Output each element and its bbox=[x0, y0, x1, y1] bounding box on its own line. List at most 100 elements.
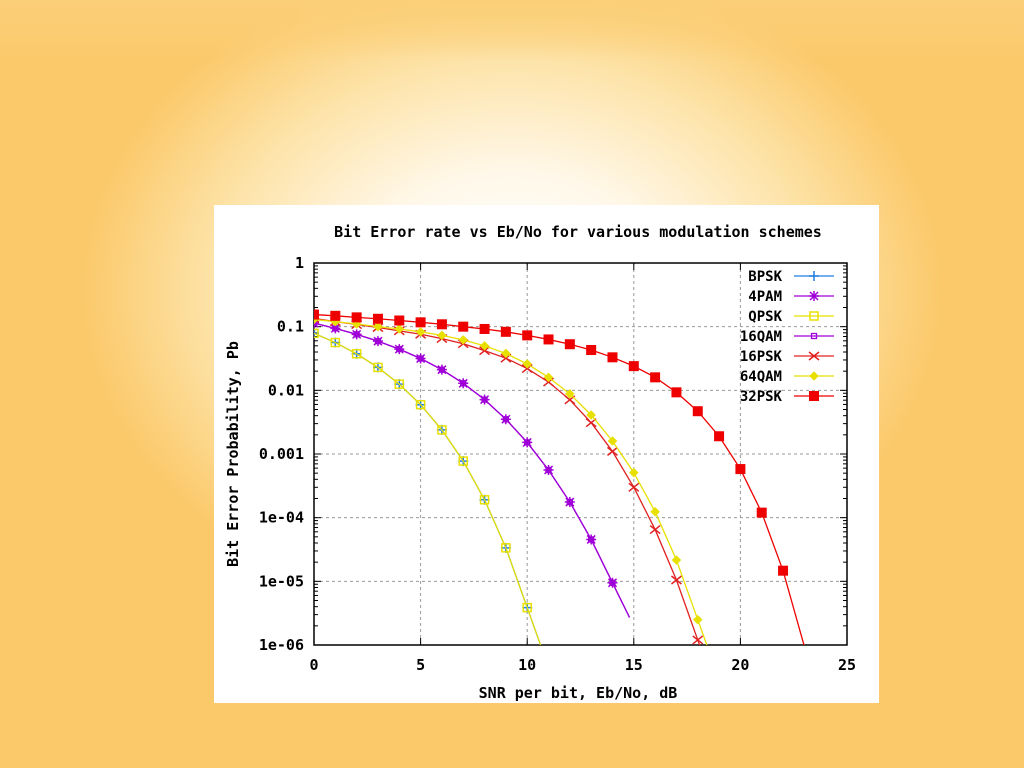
data-point bbox=[314, 309, 319, 320]
data-point bbox=[415, 399, 426, 410]
data-point bbox=[671, 555, 682, 565]
legend-label-qpsk: QPSK bbox=[748, 309, 782, 325]
legend: BPSK 4PAM QPSK 16QAM 16PSK 64QAM 32PSK bbox=[740, 269, 834, 405]
legend-marker bbox=[809, 311, 819, 321]
x-tick-label: 10 bbox=[518, 656, 536, 674]
series-line bbox=[314, 332, 542, 645]
series-line bbox=[314, 322, 631, 618]
data-point bbox=[628, 361, 639, 372]
data-point bbox=[650, 506, 660, 517]
data-point bbox=[458, 456, 468, 466]
data-point bbox=[458, 321, 469, 332]
background-top-band bbox=[0, 0, 1024, 60]
series-line bbox=[314, 317, 701, 645]
data-point bbox=[373, 321, 383, 332]
series-64qam bbox=[314, 314, 708, 645]
data-point bbox=[374, 338, 382, 345]
data-point bbox=[545, 466, 552, 474]
data-point bbox=[564, 389, 575, 399]
data-point bbox=[417, 355, 424, 362]
ber-chart: Bit Error rate vs Eb/No for various modu… bbox=[224, 223, 856, 702]
data-point bbox=[778, 565, 789, 576]
data-point bbox=[437, 330, 447, 341]
data-point bbox=[394, 379, 405, 389]
x-axis-label: SNR per bit, Eb/No, dB bbox=[479, 684, 678, 702]
data-point bbox=[351, 349, 362, 359]
data-point bbox=[588, 536, 595, 543]
x-tick-label: 25 bbox=[838, 656, 856, 674]
data-point bbox=[438, 366, 446, 373]
data-point bbox=[436, 319, 447, 330]
series-line bbox=[314, 332, 542, 645]
data-point bbox=[607, 446, 618, 456]
data-point bbox=[756, 507, 767, 518]
legend-label-16qam: 16QAM bbox=[740, 329, 782, 345]
data-point bbox=[543, 372, 554, 383]
data-point bbox=[314, 328, 319, 339]
x-tick-label: 15 bbox=[625, 656, 643, 674]
data-point bbox=[650, 372, 661, 383]
y-tick-label: 0.1 bbox=[277, 318, 304, 336]
data-point bbox=[628, 467, 639, 478]
series-bpsk bbox=[314, 328, 542, 645]
data-point bbox=[670, 575, 682, 585]
data-point bbox=[692, 614, 703, 625]
data-point bbox=[415, 326, 426, 337]
data-point bbox=[607, 352, 618, 363]
data-point bbox=[353, 331, 360, 338]
data-point bbox=[628, 482, 640, 492]
series-layer bbox=[314, 309, 805, 645]
data-point bbox=[330, 337, 341, 348]
data-point bbox=[714, 431, 725, 442]
data-point bbox=[372, 313, 383, 324]
x-tick-label: 20 bbox=[731, 656, 749, 674]
y-axis-label: Bit Error Probability, Pb bbox=[224, 341, 242, 567]
data-point bbox=[481, 396, 488, 403]
data-point bbox=[522, 330, 533, 341]
data-point bbox=[314, 319, 318, 327]
data-point bbox=[396, 345, 403, 353]
data-point bbox=[649, 524, 661, 535]
data-point bbox=[373, 362, 383, 373]
x-tick-label: 0 bbox=[309, 656, 318, 674]
data-point bbox=[609, 579, 616, 586]
chart-title: Bit Error rate vs Eb/No for various modu… bbox=[334, 223, 822, 241]
legend-label-16psk: 16PSK bbox=[740, 349, 783, 365]
data-point bbox=[522, 359, 533, 369]
data-point bbox=[479, 340, 490, 351]
data-point bbox=[692, 635, 704, 645]
y-tick-label: 1e-04 bbox=[259, 509, 304, 527]
data-point bbox=[501, 348, 511, 359]
legend-label-64qam: 64QAM bbox=[740, 369, 782, 385]
grid bbox=[314, 263, 847, 645]
x-tick-label: 5 bbox=[416, 656, 425, 674]
legend-marker bbox=[809, 271, 819, 281]
data-point bbox=[437, 425, 447, 435]
legend-marker bbox=[809, 291, 819, 301]
legend-label-32psk: 32PSK bbox=[740, 389, 783, 405]
tick-marks bbox=[313, 262, 848, 646]
data-point bbox=[522, 602, 532, 613]
data-point bbox=[394, 324, 405, 334]
data-point bbox=[671, 387, 682, 398]
data-point bbox=[502, 416, 510, 423]
legend-marker bbox=[809, 391, 819, 401]
y-tick-label: 1e-05 bbox=[259, 572, 304, 590]
series-line bbox=[314, 322, 631, 618]
data-point bbox=[458, 335, 469, 345]
data-point bbox=[564, 339, 575, 350]
legend-marker bbox=[808, 351, 820, 361]
data-point bbox=[586, 410, 597, 420]
y-tick-label: 1 bbox=[295, 254, 304, 272]
series-32psk bbox=[314, 309, 805, 645]
data-point bbox=[500, 326, 511, 337]
data-point bbox=[524, 439, 531, 446]
y-tick-label: 1e-06 bbox=[259, 636, 304, 654]
series-16psk bbox=[314, 313, 704, 645]
legend-label-bpsk: BPSK bbox=[748, 269, 782, 285]
y-tick-label: 0.001 bbox=[259, 445, 304, 463]
chart-panel: Bit Error rate vs Eb/No for various modu… bbox=[214, 205, 879, 703]
series-4pam bbox=[314, 318, 631, 618]
data-point bbox=[351, 319, 362, 329]
data-point bbox=[566, 498, 573, 506]
